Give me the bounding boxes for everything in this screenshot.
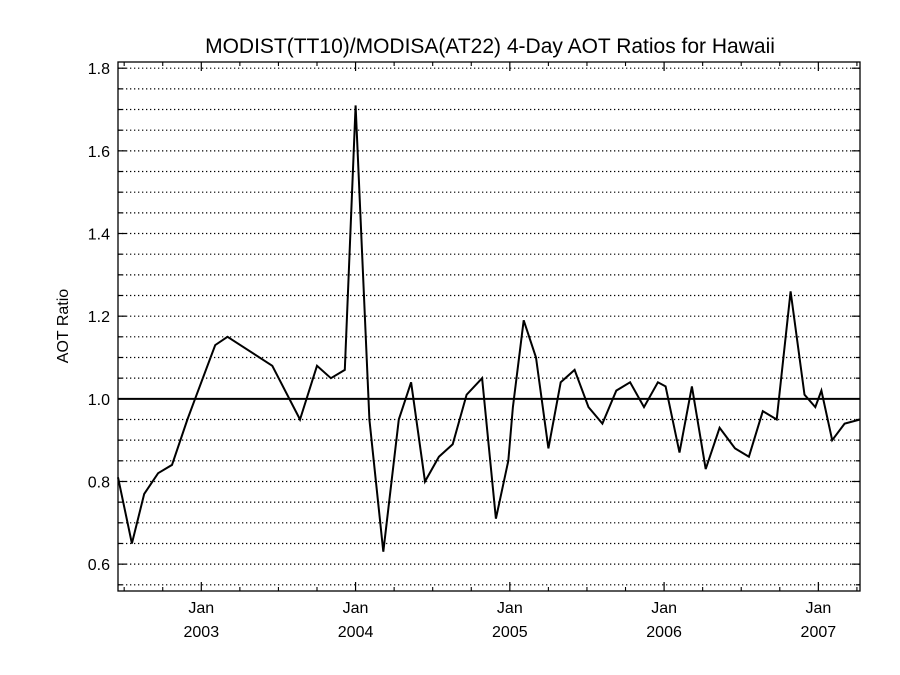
x-tick-year-label: 2003 [184,624,220,641]
x-tick-year-label: 2006 [646,624,682,641]
x-tick-month-label: Jan [497,600,523,617]
series-line [117,105,861,552]
y-axis: 0.6 0.8 1.0 1.2 1.4 1.6 1.8 [88,61,860,586]
y-tick-label: 0.6 [88,557,110,574]
y-axis-label: AOT Ratio [55,289,72,364]
x-axis: Jan 2003 Jan 2004 Jan 2005 Jan 2006 Jan 2007 [123,62,858,641]
y-tick-label: 1.8 [88,61,110,78]
plot-frame [117,61,861,592]
y-tick-label: 1.6 [88,144,110,161]
chart-title: MODIST(TT10)/MODISA(AT22) 4-Day AOT Rati… [205,35,775,58]
y-tick-label: 0.8 [88,474,110,491]
grid-lines [118,67,860,586]
x-tick-month-label: Jan [805,600,831,617]
y-tick-label: 1.4 [88,227,110,244]
series-group [117,105,861,552]
plot-border [117,61,861,592]
x-tick-month-label: Jan [651,600,677,617]
x-tick-year-label: 2007 [801,624,837,641]
x-tick-year-label: 2004 [338,624,374,641]
x-tick-month-label: Jan [343,600,369,617]
x-tick-year-label: 2005 [492,624,528,641]
y-tick-label: 1.2 [88,309,110,326]
x-tick-month-label: Jan [188,600,214,617]
y-tick-label: 1.0 [88,392,110,409]
